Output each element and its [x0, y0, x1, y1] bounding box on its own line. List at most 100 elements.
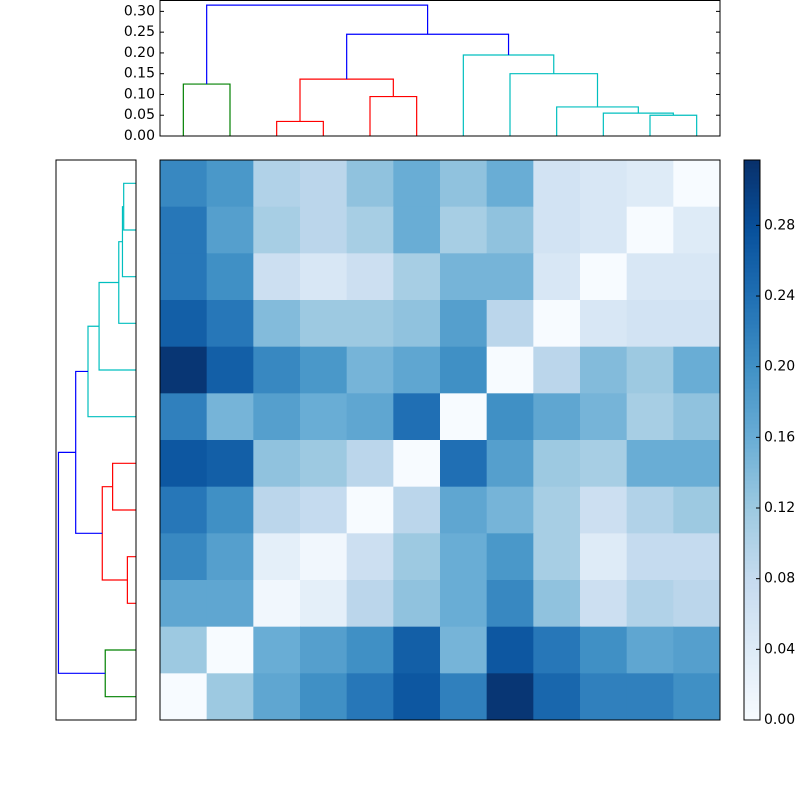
- heatmap-cell: [533, 206, 581, 254]
- colorbar-segment: [744, 548, 760, 553]
- colorbar-segment: [744, 348, 760, 353]
- colorbar-segment: [744, 676, 760, 681]
- colorbar-segment: [744, 596, 760, 601]
- colorbar-segment: [744, 604, 760, 609]
- heatmap-cell: [580, 486, 628, 534]
- heatmap-cell: [346, 580, 394, 628]
- colorbar-segment: [744, 684, 760, 689]
- colorbar-segment: [744, 556, 760, 561]
- heatmap-cell: [253, 393, 301, 441]
- colorbar-segment: [744, 372, 760, 377]
- heatmap-cell: [346, 673, 394, 721]
- heatmap-cell: [440, 393, 488, 441]
- colorbar-segment: [744, 408, 760, 413]
- colorbar-segment: [744, 492, 760, 497]
- left-dendrogram-link: [87, 325, 136, 418]
- colorbar-segment: [744, 660, 760, 665]
- heatmap-cell: [626, 486, 674, 534]
- colorbar-segment: [744, 360, 760, 365]
- colorbar-segment: [744, 316, 760, 321]
- colorbar-segment: [744, 704, 760, 709]
- colorbar-segment: [744, 224, 760, 229]
- heatmap-cell: [206, 673, 254, 721]
- colorbar-segment: [744, 476, 760, 481]
- heatmap-cell: [393, 253, 441, 301]
- colorbar-segment: [744, 448, 760, 453]
- colorbar-segment: [744, 280, 760, 285]
- heatmap-cell: [440, 486, 488, 534]
- colorbar-segment: [744, 672, 760, 677]
- heatmap-cell: [673, 580, 721, 628]
- colorbar-segment: [744, 176, 760, 181]
- colorbar-tick-label: 0.04: [764, 641, 795, 657]
- heatmap-cell: [253, 206, 301, 254]
- heatmap-cell: [346, 346, 394, 394]
- heatmap-cell: [673, 253, 721, 301]
- colorbar-segment: [744, 532, 760, 537]
- colorbar-segment: [744, 272, 760, 277]
- colorbar-segment: [744, 424, 760, 429]
- heatmap-cell: [346, 300, 394, 348]
- colorbar-segment: [744, 688, 760, 693]
- colorbar-segment: [744, 564, 760, 569]
- left-dendrogram-link: [121, 206, 136, 278]
- heatmap-cell: [206, 206, 254, 254]
- heatmap-cell: [160, 300, 208, 348]
- heatmap-cell: [580, 533, 628, 581]
- colorbar-segment: [744, 168, 760, 173]
- heatmap-cell: [206, 160, 254, 208]
- colorbar-segment: [744, 484, 760, 489]
- left-dendrogram-link: [118, 241, 136, 324]
- colorbar-tick-label: 0.28: [764, 217, 795, 233]
- colorbar-segment: [744, 396, 760, 401]
- heatmap-cell: [580, 440, 628, 488]
- colorbar-segment: [744, 636, 760, 641]
- heatmap-cell: [673, 440, 721, 488]
- heatmap-cell: [206, 440, 254, 488]
- heatmap-cell: [626, 626, 674, 674]
- heatmap-cell: [486, 673, 534, 721]
- colorbar-segment: [744, 312, 760, 317]
- heatmap-cell: [253, 533, 301, 581]
- top-dendrogram-link: [649, 114, 698, 136]
- colorbar-segment: [744, 320, 760, 325]
- colorbar-segment: [744, 700, 760, 705]
- left-dendrogram-frame: [55, 159, 137, 721]
- y-tick-label: 0.05: [124, 107, 155, 123]
- colorbar-segment: [744, 608, 760, 613]
- colorbar-segment: [744, 256, 760, 261]
- colorbar-segment: [744, 544, 760, 549]
- top-dendrogram-link: [182, 83, 231, 136]
- heatmap-cell: [440, 626, 488, 674]
- heatmap-cell: [626, 673, 674, 721]
- heatmap-cell: [253, 673, 301, 721]
- colorbar-segment: [744, 592, 760, 597]
- colorbar-segment: [744, 376, 760, 381]
- heatmap-cell: [626, 393, 674, 441]
- colorbar-segment: [744, 480, 760, 485]
- colorbar-segment: [744, 344, 760, 349]
- heatmap-cell: [253, 346, 301, 394]
- colorbar-segment: [744, 252, 760, 257]
- colorbar-segment: [744, 620, 760, 625]
- heatmap-cell: [160, 580, 208, 628]
- colorbar-segment: [744, 696, 760, 701]
- heatmap-frame: [159, 159, 721, 721]
- heatmap-cell: [206, 346, 254, 394]
- heatmap-cell: [160, 346, 208, 394]
- colorbar-segment: [744, 352, 760, 357]
- heatmap-cell: [626, 346, 674, 394]
- colorbar-segment: [744, 216, 760, 221]
- colorbar-segment: [744, 300, 760, 305]
- heatmap-cell: [253, 580, 301, 628]
- top-dendrogram-link: [206, 4, 429, 85]
- heatmap-cell: [580, 253, 628, 301]
- top-dendrogram-link: [369, 95, 418, 136]
- colorbar-segment: [744, 432, 760, 437]
- colorbar-segment: [744, 420, 760, 425]
- heatmap-cell: [440, 533, 488, 581]
- heatmap-cell: [346, 253, 394, 301]
- colorbar-tick-label: 0.08: [764, 571, 795, 587]
- colorbar-segment: [744, 472, 760, 477]
